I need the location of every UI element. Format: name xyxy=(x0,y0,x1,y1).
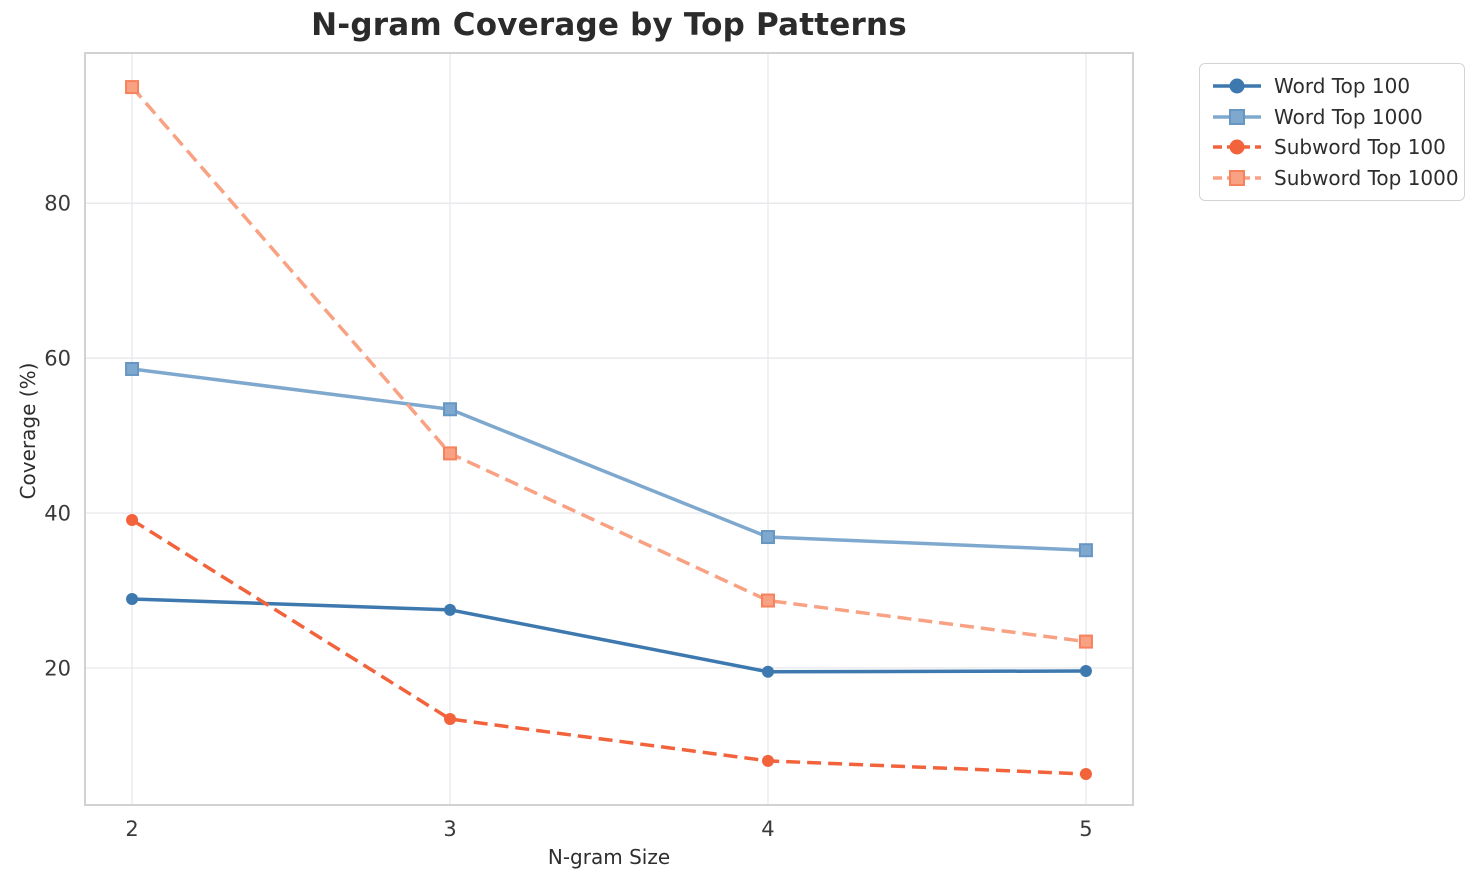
legend-marker-subword-top-100 xyxy=(1213,139,1261,155)
x-tick-label: 5 xyxy=(1079,817,1092,841)
legend-item-subword-top-100: Subword Top 100 xyxy=(1212,132,1452,163)
x-tick-label: 3 xyxy=(443,817,456,841)
marker-subword-top-100 xyxy=(126,513,139,526)
legend-label: Word Top 100 xyxy=(1274,74,1411,99)
marker-word-top-100 xyxy=(126,592,139,605)
legend-marker-word-top-100 xyxy=(1213,78,1261,94)
y-tick-label: 20 xyxy=(44,656,71,680)
x-tick-label: 4 xyxy=(761,817,774,841)
legend-item-word-top-100: Word Top 100 xyxy=(1212,71,1452,102)
marker-word-top-100 xyxy=(444,603,457,616)
legend-item-word-top-1000: Word Top 1000 xyxy=(1212,102,1452,133)
marker-word-top-100 xyxy=(1079,665,1092,678)
marker-word-top-1000 xyxy=(443,402,458,417)
y-tick-label: 40 xyxy=(44,502,71,526)
marker-subword-top-1000 xyxy=(443,446,458,461)
series-line-subword-top-100 xyxy=(131,518,1087,776)
marker-subword-top-1000 xyxy=(1078,634,1093,649)
marker-subword-top-1000 xyxy=(125,80,140,95)
marker-subword-top-100 xyxy=(444,713,457,726)
legend-item-subword-top-1000: Subword Top 1000 xyxy=(1212,163,1459,194)
legend: Word Top 100 Word Top 1000 Subword Top 100… xyxy=(1199,63,1465,202)
legend-marker-subword-top-1000 xyxy=(1213,170,1261,187)
x-tick-label: 2 xyxy=(125,817,138,841)
legend-label: Subword Top 1000 xyxy=(1274,166,1459,191)
x-axis-label: N-gram Size xyxy=(547,845,671,869)
series-line-word-top-1000 xyxy=(131,367,1087,552)
legend-label: Word Top 1000 xyxy=(1274,104,1423,129)
y-tick-label: 60 xyxy=(44,347,71,371)
marker-word-top-100 xyxy=(761,665,774,678)
marker-word-top-1000 xyxy=(125,361,140,376)
marker-subword-top-100 xyxy=(1079,768,1092,781)
marker-word-top-1000 xyxy=(1078,543,1093,558)
series-line-subword-top-1000 xyxy=(130,85,1087,644)
chart-title: N-gram Coverage by Top Patterns xyxy=(311,7,907,43)
y-tick-label: 80 xyxy=(44,192,71,216)
marker-subword-top-100 xyxy=(761,754,774,767)
marker-word-top-1000 xyxy=(760,530,775,545)
marker-subword-top-1000 xyxy=(760,593,775,608)
legend-marker-word-top-1000 xyxy=(1213,108,1261,125)
legend-label: Subword Top 100 xyxy=(1274,135,1446,160)
y-axis-label: Coverage (%) xyxy=(16,362,40,500)
axes-spines xyxy=(84,52,1134,806)
series-line-word-top-100 xyxy=(131,597,1086,674)
